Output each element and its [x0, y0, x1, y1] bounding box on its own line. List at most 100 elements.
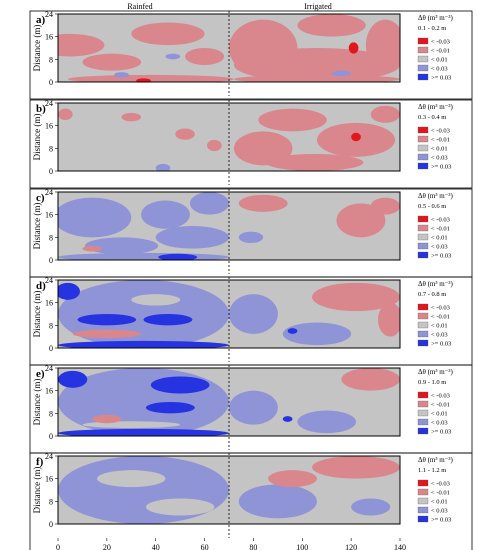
heatmap-region	[58, 456, 229, 524]
depth-label: 0.3 - 0.4 m	[418, 114, 446, 121]
heatmap-region	[297, 410, 357, 434]
heatmap-region	[233, 131, 293, 166]
legend-swatch	[417, 153, 429, 161]
heatmap-region	[67, 74, 234, 82]
heatmap-region	[189, 192, 229, 215]
legend-swatch	[417, 427, 429, 435]
legend-label: < -0.03	[431, 393, 450, 400]
heatmap-region	[84, 237, 159, 255]
heatmap-region	[114, 72, 129, 78]
heatmap-region	[238, 484, 317, 519]
legend-swatch	[417, 400, 429, 408]
panel-frame	[29, 99, 473, 189]
panel-letter: e)	[36, 368, 45, 380]
heatmap-region	[351, 132, 361, 142]
heatmap-region	[287, 328, 298, 334]
legend-swatch	[417, 46, 429, 54]
y-axis-label: Distance (m)	[32, 114, 42, 161]
legend-label: < -0.01	[431, 490, 450, 497]
heatmap-region	[97, 470, 166, 488]
x-tick-label: 60	[201, 543, 209, 550]
legend-label: >= 0.03	[431, 341, 451, 348]
heatmap-region	[158, 253, 198, 260]
x-tick-label: 120	[345, 543, 357, 550]
legend-label: < 0.03	[431, 155, 448, 162]
legend-swatch	[417, 479, 429, 487]
legend-title: Δθ (m³ m⁻³)	[418, 14, 453, 22]
y-tick-label: 24	[45, 452, 53, 461]
y-tick-label: 8	[49, 233, 53, 242]
depth-label: 0.7 - 0.8 m	[418, 291, 446, 298]
legend-swatch	[417, 242, 429, 250]
heatmap-region	[150, 376, 210, 394]
legend-swatch	[417, 73, 429, 81]
legend-swatch	[417, 135, 429, 143]
y-tick-label: 0	[49, 520, 53, 529]
heatmap-region	[141, 200, 190, 229]
legend-label: < -0.03	[431, 128, 450, 135]
heatmap-region	[175, 128, 195, 140]
heatmap-region	[336, 203, 386, 238]
legend-swatch	[417, 224, 429, 232]
heatmap-region	[145, 498, 215, 516]
heatmap-region	[207, 139, 222, 152]
y-tick-label: 16	[45, 33, 53, 42]
heatmap-region	[58, 33, 105, 57]
legend-label: < -0.01	[431, 137, 450, 144]
legend-swatch	[417, 55, 429, 63]
heatmap-region	[258, 108, 327, 132]
heatmap-region	[282, 416, 293, 422]
y-tick-label: 8	[49, 321, 53, 330]
legend-label: >= 0.03	[431, 253, 451, 260]
y-tick-label: 24	[45, 364, 53, 373]
legend-label: < -0.01	[431, 226, 450, 233]
y-tick-label: 16	[45, 122, 53, 131]
legend-label: < -0.03	[431, 481, 450, 488]
heatmap-region	[348, 42, 359, 54]
depth-label: 0.5 - 0.6 m	[418, 203, 446, 210]
legend-label: < -0.01	[431, 402, 450, 409]
heatmap-region	[131, 22, 205, 46]
legend-label: < 0.01	[431, 146, 448, 153]
panel-frame	[29, 10, 473, 100]
legend-swatch	[417, 126, 429, 134]
legend-label: < 0.01	[431, 57, 448, 64]
heatmap-region	[145, 402, 195, 414]
x-tick-label: 80	[249, 543, 257, 550]
heatmap-region	[282, 322, 352, 346]
legend-swatch	[417, 409, 429, 417]
y-tick-label: 24	[45, 276, 53, 285]
heatmap-region	[233, 48, 400, 82]
legend-label: < 0.01	[431, 499, 448, 506]
depth-label: 0.1 - 0.2 m	[418, 25, 446, 32]
x-tick-label: 40	[152, 543, 160, 550]
legend-label: >= 0.03	[431, 164, 451, 171]
heatmap-region	[77, 314, 137, 326]
heatmap-region	[136, 78, 151, 82]
y-axis-label: Distance (m)	[32, 379, 42, 426]
heatmap-region	[378, 302, 400, 337]
legend-label: < 0.03	[431, 508, 448, 515]
irrigated-label: Irrigated	[304, 2, 332, 11]
y-tick-label: 8	[49, 497, 53, 506]
legend-label: < 0.01	[431, 323, 448, 330]
heatmap-region	[143, 314, 193, 326]
heatmap-region	[365, 19, 400, 71]
y-axis-label: Distance (m)	[32, 467, 42, 514]
heatmap-region	[312, 456, 400, 479]
legend-swatch	[417, 321, 429, 329]
heatmap-region	[233, 74, 400, 82]
heatmap-field	[58, 368, 400, 436]
heatmap-region	[165, 53, 181, 60]
legend-swatch	[417, 303, 429, 311]
heatmap-region	[131, 294, 181, 306]
x-tick-label: 20	[103, 543, 111, 550]
heatmap-region	[370, 197, 400, 215]
heatmap-region	[238, 194, 288, 212]
heatmap-region	[229, 390, 278, 425]
